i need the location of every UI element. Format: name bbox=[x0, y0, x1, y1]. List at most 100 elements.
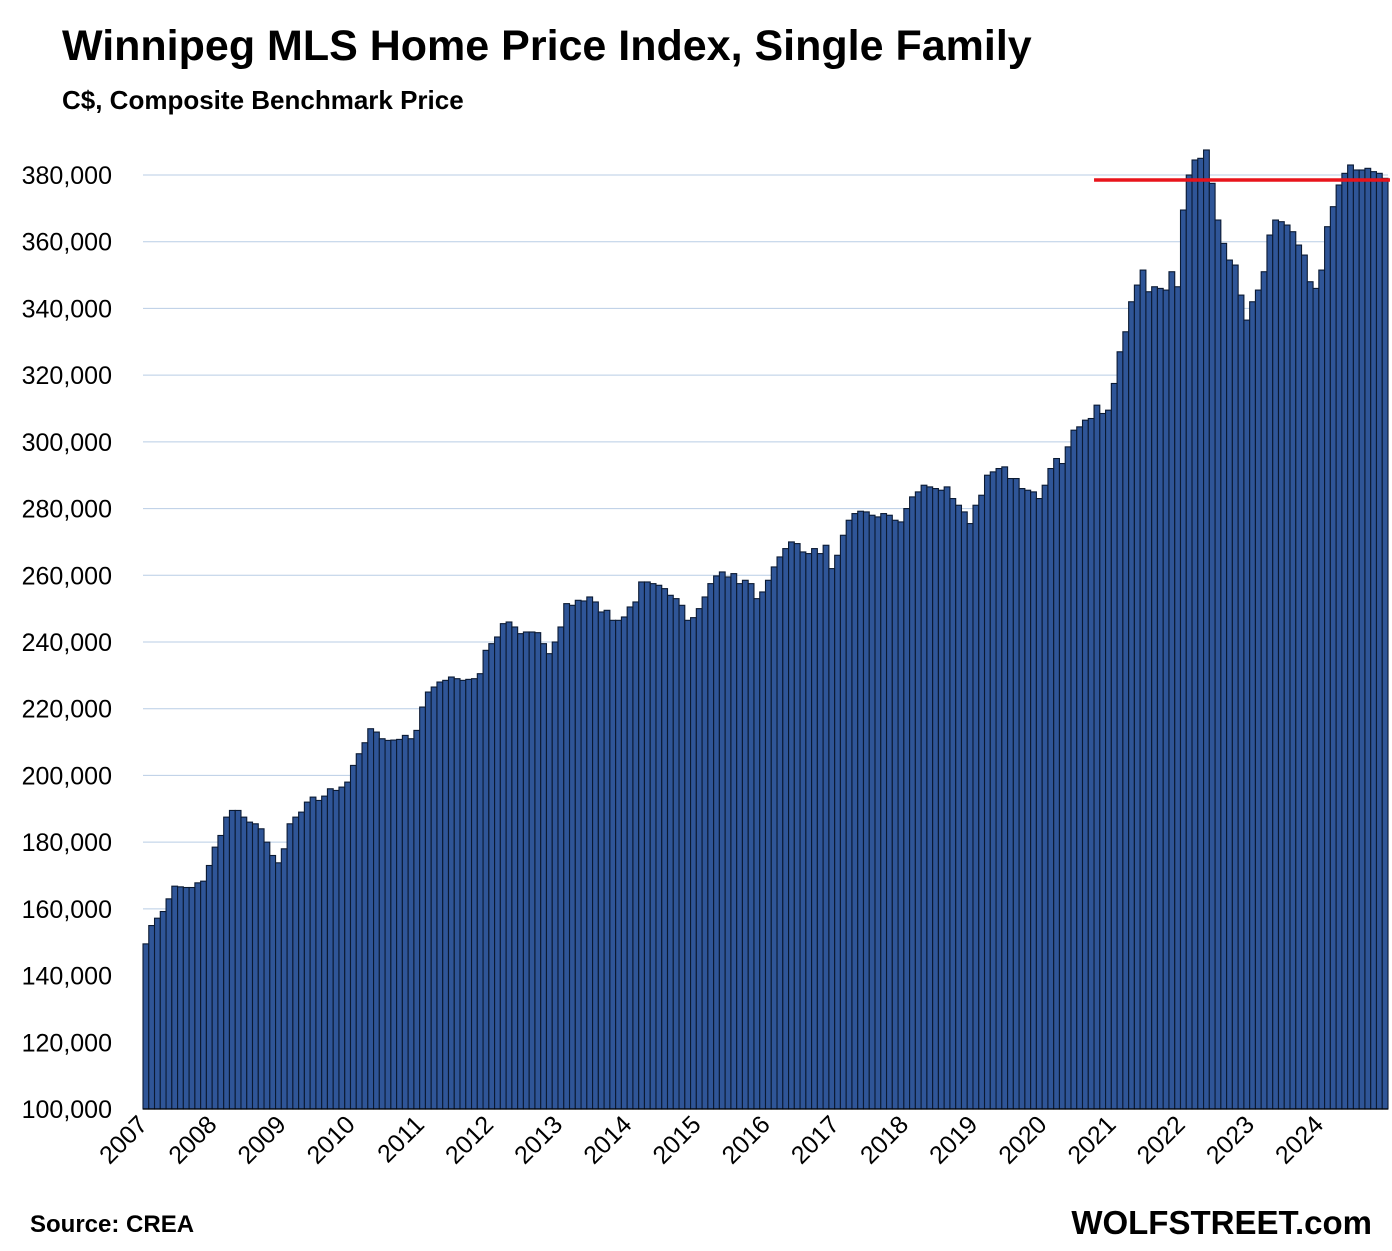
bar bbox=[459, 679, 467, 1110]
bar bbox=[419, 706, 426, 1110]
bar bbox=[672, 598, 680, 1110]
bar bbox=[470, 678, 478, 1110]
bar bbox=[649, 583, 657, 1110]
bar bbox=[1260, 271, 1268, 1110]
bar bbox=[609, 619, 617, 1110]
bar bbox=[926, 486, 934, 1110]
bar bbox=[615, 619, 622, 1110]
bar bbox=[367, 728, 375, 1110]
bar bbox=[932, 488, 939, 1110]
bar bbox=[1266, 234, 1274, 1110]
chart-title: Winnipeg MLS Home Price Index, Single Fa… bbox=[62, 22, 1032, 70]
bar bbox=[292, 816, 300, 1110]
bar bbox=[309, 796, 317, 1110]
bar bbox=[643, 581, 651, 1110]
x-tick-label: 2021 bbox=[1062, 1110, 1121, 1169]
bar bbox=[580, 600, 588, 1110]
bar bbox=[909, 496, 916, 1110]
bar bbox=[1064, 446, 1072, 1110]
bar bbox=[1375, 172, 1383, 1110]
bar bbox=[764, 579, 772, 1110]
x-tick-label: 2022 bbox=[1132, 1110, 1191, 1169]
bar bbox=[551, 641, 559, 1110]
bar bbox=[303, 801, 311, 1110]
x-tick-label: 2011 bbox=[372, 1110, 430, 1168]
bar bbox=[326, 788, 334, 1110]
y-tick-label: 200,000 bbox=[22, 762, 112, 790]
bar bbox=[770, 566, 778, 1110]
bar bbox=[153, 917, 161, 1110]
bar bbox=[505, 621, 513, 1110]
bar bbox=[1139, 269, 1147, 1110]
bar bbox=[545, 653, 553, 1110]
bar bbox=[1335, 184, 1343, 1110]
x-tick-label: 2008 bbox=[163, 1110, 222, 1169]
x-tick-label: 2010 bbox=[302, 1110, 361, 1169]
bar bbox=[1151, 286, 1158, 1110]
bar bbox=[1093, 404, 1101, 1110]
bar bbox=[234, 809, 242, 1110]
bar bbox=[1128, 301, 1135, 1110]
x-tick-label: 2023 bbox=[1201, 1110, 1260, 1169]
bar bbox=[1058, 462, 1066, 1110]
bar bbox=[862, 511, 870, 1110]
bar bbox=[880, 513, 888, 1110]
bar bbox=[788, 541, 795, 1110]
bar bbox=[517, 633, 524, 1110]
bar bbox=[983, 474, 991, 1110]
bar bbox=[321, 795, 328, 1110]
bar bbox=[793, 543, 801, 1110]
bar bbox=[1047, 467, 1055, 1110]
bar bbox=[223, 816, 231, 1110]
bar bbox=[1087, 417, 1095, 1110]
bar bbox=[165, 898, 173, 1110]
bar bbox=[655, 584, 663, 1110]
bar bbox=[1156, 287, 1164, 1110]
bar bbox=[845, 519, 853, 1110]
bar bbox=[730, 573, 738, 1110]
bar bbox=[1070, 429, 1078, 1110]
bar bbox=[205, 864, 213, 1110]
bar bbox=[200, 880, 207, 1110]
y-tick-label: 240,000 bbox=[22, 629, 112, 657]
bar bbox=[1174, 286, 1182, 1110]
bar bbox=[603, 609, 611, 1110]
bar bbox=[373, 731, 380, 1110]
bar bbox=[1208, 182, 1216, 1110]
bar bbox=[563, 603, 571, 1110]
bar bbox=[753, 598, 761, 1110]
bar bbox=[592, 601, 599, 1110]
y-tick-label: 280,000 bbox=[22, 496, 112, 524]
bar bbox=[1226, 259, 1233, 1110]
bar bbox=[903, 508, 911, 1110]
bar bbox=[482, 649, 490, 1110]
bar bbox=[1197, 157, 1205, 1110]
bar bbox=[298, 811, 305, 1110]
bar bbox=[430, 686, 438, 1110]
bar bbox=[494, 636, 501, 1110]
bar bbox=[989, 471, 997, 1110]
bar bbox=[707, 583, 715, 1110]
bar bbox=[182, 886, 190, 1110]
bar bbox=[1272, 219, 1280, 1110]
bar bbox=[955, 504, 963, 1110]
source-note: Source: CREA bbox=[30, 1211, 195, 1238]
bar bbox=[690, 617, 697, 1110]
bar bbox=[194, 882, 202, 1110]
bar bbox=[920, 484, 928, 1110]
bar bbox=[1358, 169, 1366, 1110]
x-tick-label: 2015 bbox=[647, 1110, 706, 1169]
bar bbox=[620, 616, 628, 1110]
bar bbox=[678, 604, 686, 1110]
bar bbox=[1231, 264, 1239, 1110]
bar bbox=[816, 553, 824, 1110]
bar bbox=[1191, 159, 1199, 1110]
bar bbox=[188, 886, 196, 1110]
bar bbox=[1243, 319, 1251, 1110]
bar bbox=[851, 513, 859, 1110]
y-tick-label: 160,000 bbox=[22, 896, 112, 924]
bar bbox=[1203, 149, 1210, 1110]
bar bbox=[1099, 412, 1107, 1110]
bar bbox=[1122, 331, 1130, 1110]
